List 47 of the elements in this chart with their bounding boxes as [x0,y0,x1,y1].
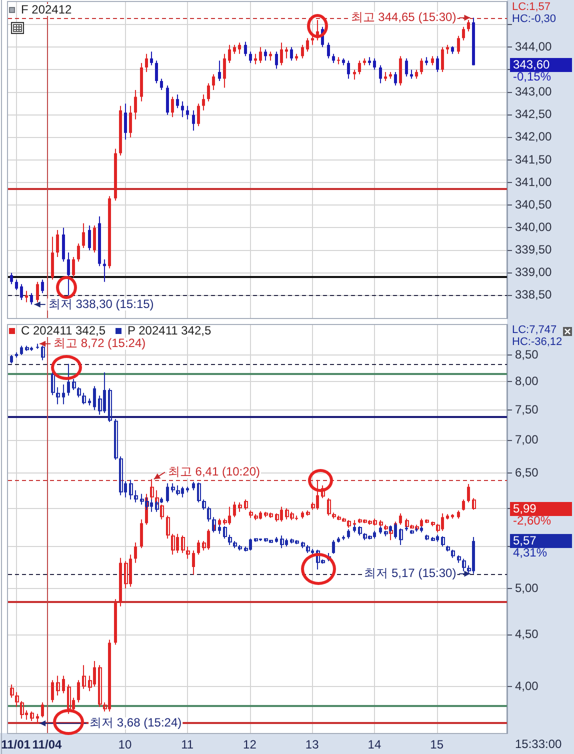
y-tick-label: 342,50 [515,107,552,122]
text: 343,60 [513,57,550,72]
y-tick-label: 341,50 [515,152,552,166]
annotation: 최저 5,17 (15:30) [364,566,456,580]
y-tick-label: 344,00 [515,39,552,54]
y-tick-label: 343,00 [515,84,552,99]
text: HC:-0,30 [512,13,556,26]
annotation: 최고 8,72 (15:24) [54,336,146,350]
x-tick-label: 13 [305,738,320,752]
text: -0,15% [513,69,552,84]
x-tick-label: 11/01 [1,738,31,752]
y-tick-label: 340,50 [515,197,552,212]
legend-label: P 202411 342,5 [128,323,212,338]
annotation: 최고 6,41 (10:20) [168,464,260,478]
y-tick-label: 339,00 [515,265,552,280]
y-tick-label: 339,50 [515,242,552,257]
annotation: 최저 3,68 (15:24) [90,716,182,730]
y-tick-label: 7,50 [515,402,539,416]
text: F 202412 [21,2,72,16]
x-tick-label: 11/04 [32,738,62,752]
y-tick-label: 8,00 [515,374,539,388]
legend-label: C 202411 342,5 [21,323,106,338]
text: LC:1,57 [512,1,551,14]
text: 4,31% [513,545,548,560]
y-tick-label: 8,50 [515,347,539,362]
annotation: 최고 344,65 (15:30) [350,10,456,24]
annotation: 최저 338,30 (15:15) [48,296,154,311]
x-tick-label: 15 [430,738,444,752]
text: LC:7,747 [512,324,557,336]
x-tick-label: 10 [118,738,132,752]
x-tick-label: 12 [243,738,257,752]
y-tick-label: 342,00 [515,130,552,144]
y-tick-label: 7,00 [515,432,539,447]
y-tick-label: 341,00 [515,174,552,189]
y-tick-label: 4,00 [515,678,539,693]
y-tick-label: 5,00 [515,580,539,595]
y-tick-label: 6,50 [515,465,539,480]
x-tick-label: 11 [181,738,194,752]
x-tick-label: 14 [368,738,382,752]
text: 15:33:00 [515,736,562,751]
y-tick-label: 340,00 [515,220,552,234]
text: HC:-36,12 [512,336,562,348]
text: -2,60% [513,513,552,528]
y-tick-label: 338,50 [515,288,552,302]
y-tick-label: 4,50 [515,627,539,642]
text: 5,99 [513,501,537,516]
text: 5,57 [513,533,537,548]
